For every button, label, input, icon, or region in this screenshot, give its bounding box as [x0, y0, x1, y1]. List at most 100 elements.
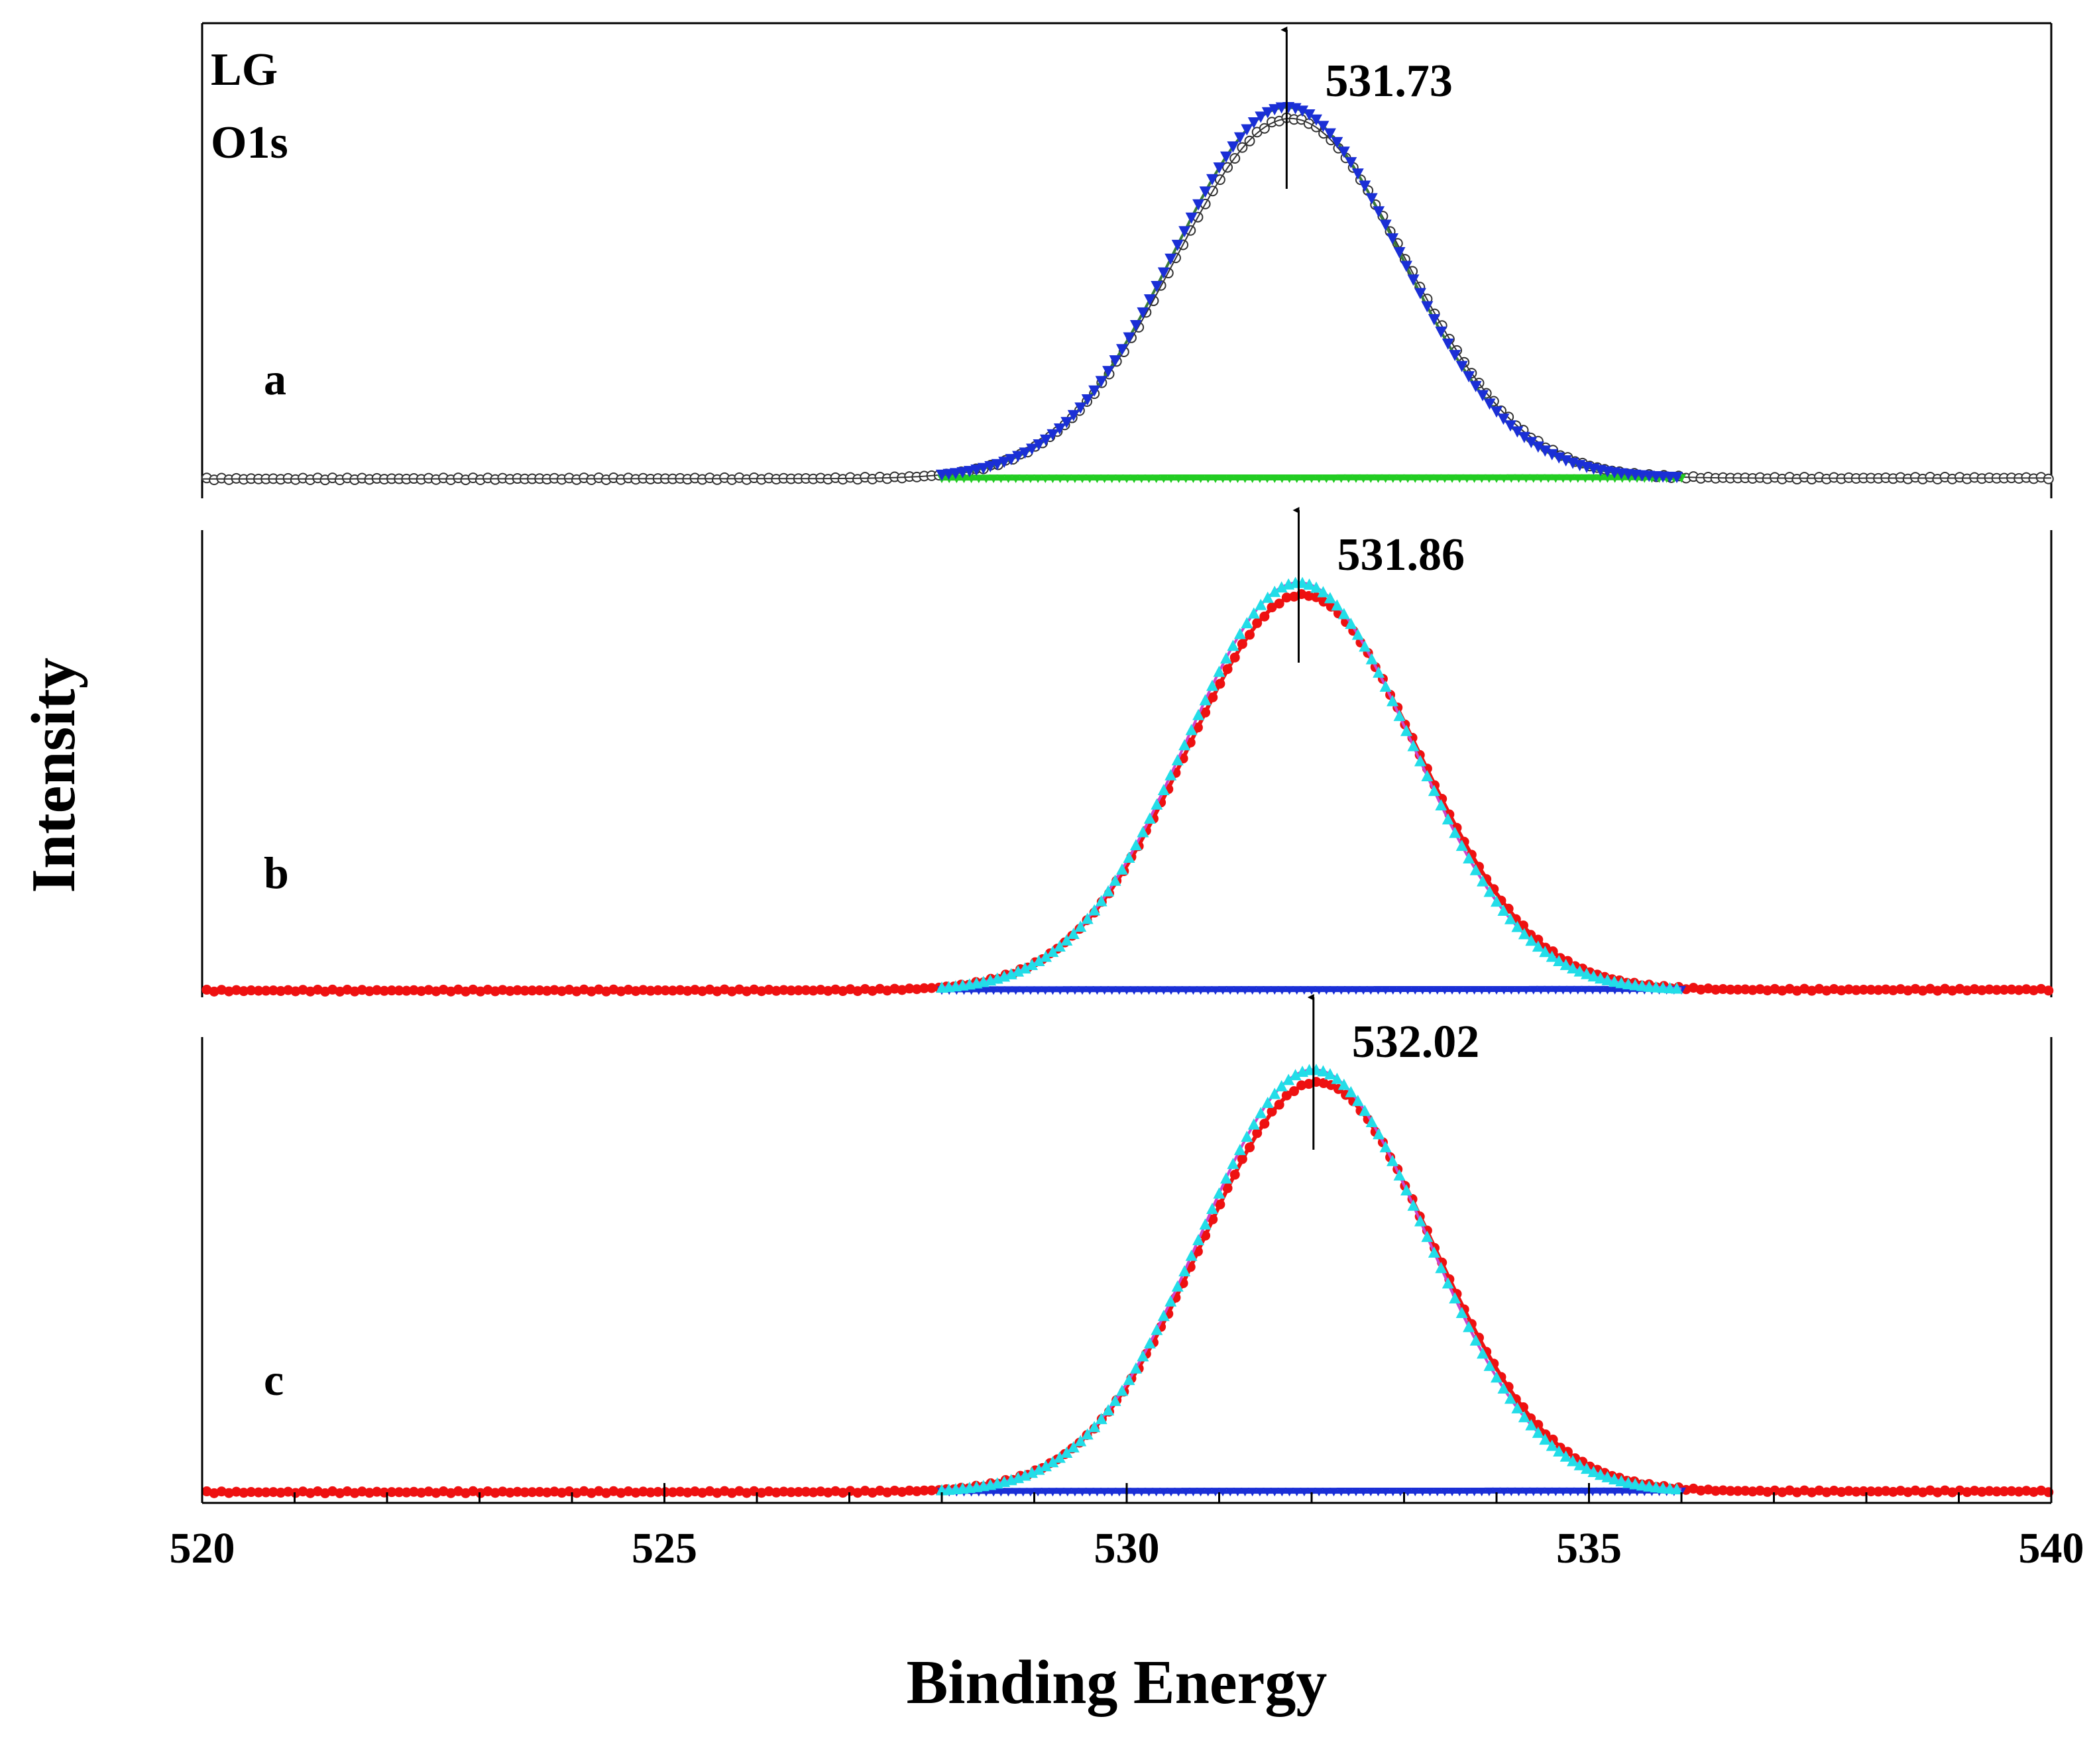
fit-point [991, 459, 1003, 470]
background-point [1218, 474, 1228, 484]
fit-point [1178, 1265, 1191, 1277]
fit-point [1185, 1249, 1198, 1261]
fit-point [1331, 1072, 1343, 1084]
panel-c: 532.02 c [201, 994, 2054, 1503]
fit-point [1219, 151, 1232, 163]
fit-envelope-series [936, 577, 1683, 994]
fit-point [1116, 863, 1129, 875]
fit-point [1449, 826, 1461, 838]
core-level-label: O1s [211, 117, 288, 168]
background-point [1011, 986, 1021, 995]
background-point [1085, 986, 1095, 995]
fit-point [1241, 1130, 1253, 1142]
background-point [1225, 986, 1235, 995]
background-series [937, 985, 1686, 995]
fit-point [998, 457, 1011, 469]
fit-point [1573, 1459, 1586, 1470]
background-point [1521, 474, 1531, 483]
fit-point [1275, 1079, 1288, 1091]
background-point [1388, 474, 1398, 483]
background-point [1159, 474, 1168, 484]
sample-label: LG [211, 44, 278, 95]
y-axis-title: Intensity [19, 657, 88, 893]
fit-point [1497, 1382, 1510, 1394]
background-point [1395, 474, 1405, 483]
background-point [1188, 474, 1198, 484]
raw-line [202, 1080, 2051, 1494]
fit-point [1491, 895, 1502, 907]
fit-point [1095, 1413, 1107, 1425]
peak-position-label: 531.86 [1337, 529, 1465, 580]
background-point [1477, 474, 1487, 483]
background-point [1233, 1488, 1243, 1497]
background-point [1558, 1487, 1568, 1496]
fit-point [1671, 1483, 1683, 1495]
fit-point [1414, 288, 1426, 300]
fit-point [1511, 920, 1524, 932]
fit-point [1546, 1439, 1558, 1451]
background-point [1062, 986, 1072, 995]
background-point [1521, 1487, 1531, 1496]
fit-point [1247, 1118, 1260, 1130]
fit-point [1469, 863, 1482, 875]
background-point [1521, 985, 1531, 995]
background-point [1284, 474, 1294, 483]
raw-line [202, 117, 2051, 480]
fit-point [1060, 417, 1073, 429]
background-point [1624, 1487, 1634, 1496]
fit-point [970, 465, 983, 476]
background-point [1410, 474, 1420, 483]
background-point [1078, 474, 1088, 484]
background-point [1122, 986, 1131, 995]
fit-point [1469, 1334, 1482, 1346]
fit-point [1088, 1421, 1101, 1433]
fit-point [1491, 406, 1502, 418]
background-point [1573, 985, 1583, 995]
background-point [1055, 986, 1065, 995]
background-point [1580, 1487, 1590, 1496]
background-point [974, 474, 984, 484]
background-point [1499, 474, 1509, 483]
background-point [1595, 474, 1605, 483]
fit-point [1102, 1404, 1115, 1415]
background-point [1381, 1488, 1390, 1497]
fit-point [1317, 586, 1330, 598]
background-point [1233, 474, 1243, 484]
background-point [1447, 986, 1457, 995]
background-point [1144, 474, 1154, 484]
fit-point [977, 463, 990, 474]
background-point [1299, 986, 1309, 995]
background-point [1588, 985, 1598, 995]
fit-point [1151, 1323, 1163, 1335]
fit-point [1379, 1140, 1392, 1152]
background-point [1018, 1488, 1028, 1497]
fit-point [1178, 226, 1191, 238]
fit-point [1275, 581, 1288, 593]
fit-point [1269, 585, 1281, 597]
fit-point [1185, 212, 1198, 224]
background-point [1292, 986, 1302, 995]
background-point [1447, 1487, 1457, 1496]
fit-point [1116, 344, 1129, 356]
fit-point [1213, 162, 1225, 174]
fit-point [1261, 591, 1274, 603]
background-point [1159, 1488, 1168, 1497]
raw-point [2043, 473, 2054, 484]
fit-point [1060, 1447, 1073, 1459]
background-point [1210, 986, 1220, 995]
fit-point [1192, 1234, 1205, 1246]
background-point [1011, 474, 1021, 484]
background-point [1440, 474, 1449, 483]
background-point [1381, 986, 1390, 995]
background-point [1070, 474, 1080, 484]
background-point [989, 474, 999, 484]
background-point [1329, 1488, 1339, 1497]
background-point [1580, 985, 1590, 995]
fit-point [1463, 371, 1475, 383]
background-point [1403, 986, 1413, 995]
background-point [1499, 985, 1509, 995]
background-point [1551, 474, 1561, 483]
fit-point [1636, 1479, 1648, 1491]
background-point [1299, 1488, 1309, 1497]
background-point [1388, 1488, 1398, 1497]
